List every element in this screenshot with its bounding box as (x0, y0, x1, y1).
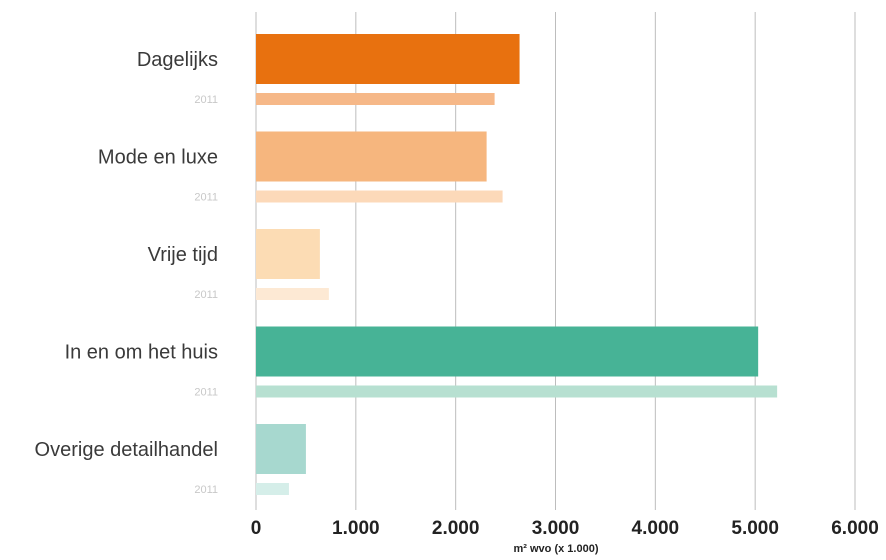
bars (256, 34, 778, 495)
x-tick-label: 4.000 (632, 518, 680, 539)
comparison-year-label: 2011 (194, 387, 218, 399)
bar-current (256, 229, 320, 279)
bar-current (256, 34, 520, 84)
bar-comparison (256, 385, 778, 398)
x-tick-label: 2.000 (432, 518, 480, 539)
bar-current (256, 131, 487, 182)
comparison-year-label: 2011 (194, 289, 218, 301)
bar-comparison (256, 93, 495, 105)
comparison-year-label: 2011 (194, 94, 218, 106)
bar-comparison (256, 288, 329, 300)
grid-lines (255, 12, 856, 510)
category-labels: Dagelijks 2011 Mode en luxe 2011 Vrije tijd 2… (35, 49, 218, 496)
category-label: Vrije tijd (148, 244, 218, 266)
category-label: Mode en luxe (98, 147, 218, 169)
x-tick-label: 6.000 (831, 518, 879, 539)
comparison-year-label: 2011 (194, 192, 218, 204)
category-label: In en om het huis (65, 342, 218, 364)
x-tick-label: 5.000 (731, 518, 779, 539)
x-tick-label: 3.000 (532, 518, 580, 539)
x-axis-title: m² wvo (x 1.000) (514, 543, 599, 555)
bar-current (256, 326, 759, 377)
bar-current (256, 424, 306, 474)
bar-comparison (256, 190, 503, 203)
x-tick-label: 1.000 (332, 518, 380, 539)
category-label: Overige detailhandel (35, 439, 218, 461)
comparison-year-label: 2011 (194, 484, 218, 496)
x-axis-ticks: 0 1.000 2.000 3.000 4.000 5.000 6.000 (251, 518, 879, 539)
bar-comparison (256, 483, 289, 495)
x-tick-label: 0 (251, 518, 262, 539)
category-label: Dagelijks (137, 49, 218, 71)
